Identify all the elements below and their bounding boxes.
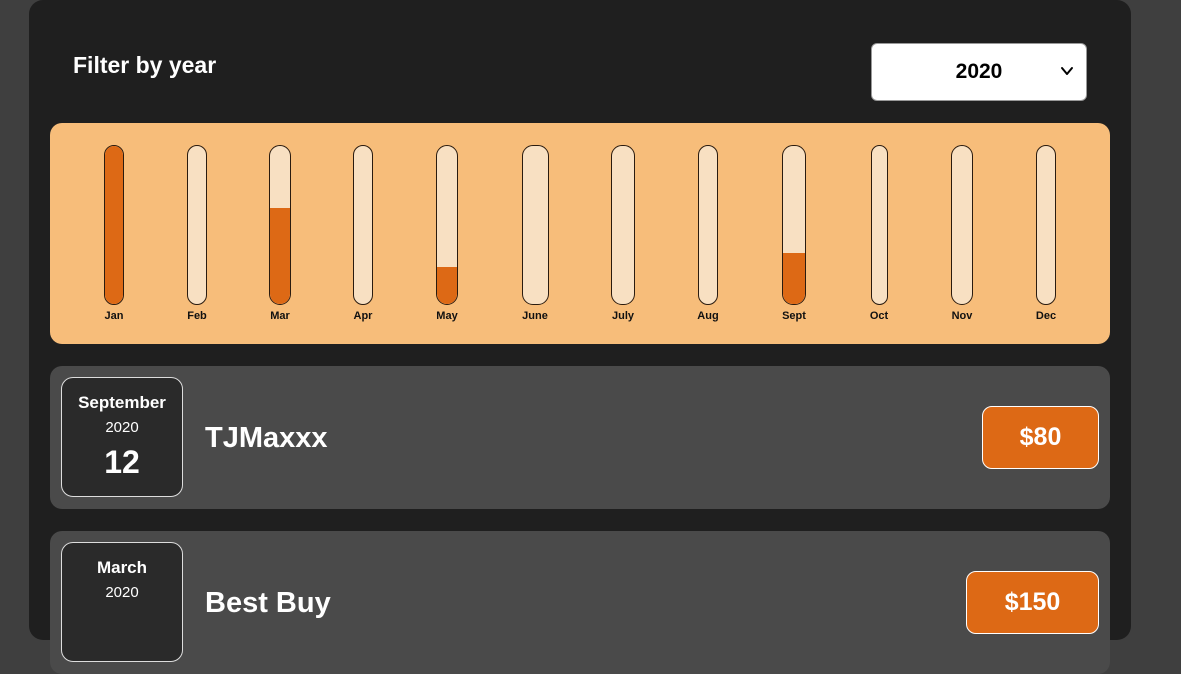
- chart-bar-track: [187, 145, 207, 305]
- expense-item: September 2020 12 TJMaxxx $80: [50, 366, 1110, 509]
- chart-bar-track: [782, 145, 806, 305]
- chart-bar-fill: [270, 208, 290, 304]
- expense-date-year: 2020: [105, 584, 139, 601]
- expense-title: Best Buy: [205, 587, 331, 619]
- expense-item: March 2020 Best Buy $150: [50, 531, 1110, 674]
- chart-bar-label: Dec: [1035, 310, 1057, 322]
- expense-title: TJMaxxx: [205, 422, 328, 454]
- chart-bar-track: [1036, 145, 1056, 305]
- chevron-down-icon: [1061, 67, 1073, 75]
- filter-title: Filter by year: [73, 52, 217, 78]
- monthly-chart: Jan Feb Mar Apr May June July Aug Sept Oct Nov Dec: [50, 123, 1110, 344]
- expense-date-month: March: [96, 558, 148, 577]
- chart-bar-label: Jan: [104, 310, 124, 322]
- expense-date: March 2020: [61, 542, 183, 662]
- chart-bar-track: [611, 145, 635, 305]
- expense-date: September 2020 12: [61, 377, 183, 497]
- chart-bar-track: [870, 145, 888, 305]
- expense-date-day: 12: [104, 444, 140, 480]
- chart-bar-label: July: [611, 310, 634, 322]
- chart-bar-label: June: [522, 310, 548, 322]
- expense-date-year: 2020: [105, 419, 139, 436]
- chart-bar-label: Nov: [951, 310, 973, 322]
- expense-amount: $80: [982, 406, 1099, 469]
- chart-bar-track: [698, 145, 718, 305]
- year-select[interactable]: 2020: [871, 43, 1087, 101]
- chart-bar-track: [353, 145, 373, 305]
- expense-amount: $150: [966, 571, 1099, 634]
- chart-bar-track: [521, 145, 549, 305]
- chart-bar-fill: [783, 253, 805, 304]
- expense-date-month: September: [78, 393, 166, 412]
- chart-bar-label: Mar: [270, 310, 290, 322]
- chart-bar-fill: [437, 267, 457, 304]
- chart-bar-label: Sept: [782, 310, 806, 322]
- chart-bar-track: [269, 145, 291, 305]
- chart-bar-label: Feb: [187, 310, 207, 322]
- year-select-value: 2020: [955, 60, 1003, 83]
- expenses-card: Filter by year 2020 Jan Feb Mar Apr May June J…: [29, 0, 1131, 674]
- chart-bar-label: May: [436, 310, 458, 322]
- chart-bar-track: [104, 145, 124, 305]
- chart-bar-label: Oct: [869, 310, 889, 322]
- chart-bar-fill: [105, 146, 123, 304]
- chart-bar-label: Aug: [697, 310, 719, 322]
- chart-bar-track: [436, 145, 458, 305]
- chart-bar-label: Apr: [353, 310, 373, 322]
- chart-bar-track: [951, 145, 973, 305]
